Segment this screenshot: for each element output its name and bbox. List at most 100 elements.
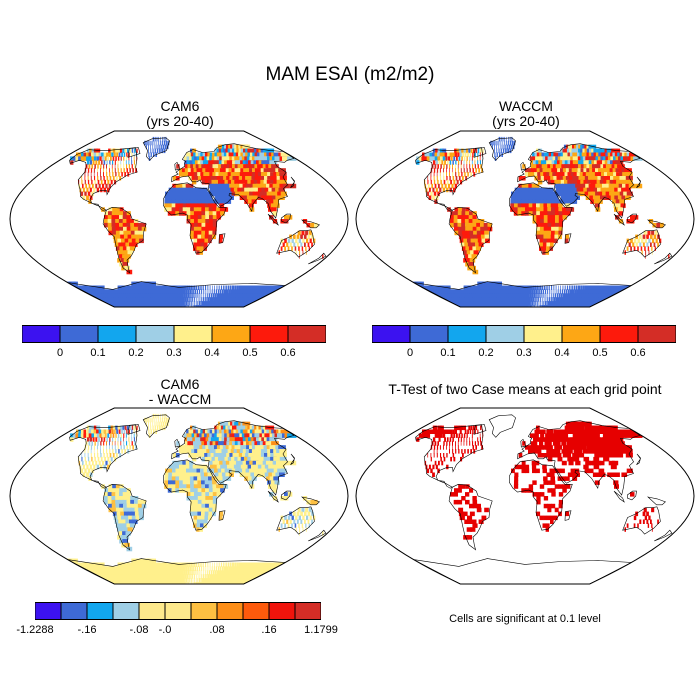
grid-cell [156, 417, 158, 423]
grid-cell [194, 176, 200, 181]
grid-cell [453, 219, 458, 224]
grid-cell [543, 297, 545, 302]
grid-cell [513, 297, 517, 302]
grid-cell [184, 297, 187, 302]
grid-cell [518, 176, 523, 181]
grid-cell [212, 503, 217, 509]
grid-cell [201, 289, 203, 294]
grid-cell [169, 574, 173, 579]
grid-cell [597, 176, 604, 181]
grid-cell [112, 160, 114, 165]
grid-cell [452, 453, 455, 458]
grid-cell [189, 191, 194, 197]
grid-cell [458, 148, 462, 154]
grid-cell [112, 507, 118, 513]
grid-cell [525, 187, 530, 193]
grid-cell [573, 293, 577, 298]
grid-cell [447, 152, 450, 157]
grid-cell [134, 507, 140, 513]
grid-cell [163, 425, 166, 431]
grid-cell [135, 168, 137, 173]
grid-cell [224, 456, 230, 462]
grid-cell [199, 305, 201, 307]
grid-cell [171, 195, 176, 200]
grid-cell [450, 211, 455, 216]
grid-cell [213, 566, 215, 571]
grid-cell [643, 230, 647, 236]
grid-cell [146, 281, 152, 287]
grid-cell [204, 453, 209, 458]
grid-cell [540, 437, 546, 442]
grid-cell [556, 437, 562, 442]
grid-cell [550, 242, 554, 247]
grid-cell [229, 570, 233, 575]
grid-cell [480, 148, 482, 154]
grid-cell [470, 148, 473, 154]
grid-cell [502, 289, 508, 294]
grid-cell [464, 429, 467, 434]
grid-cell [153, 429, 155, 434]
grid-cell [565, 207, 571, 212]
grid-cell [432, 148, 438, 154]
grid-cell [229, 293, 233, 298]
grid-cell [577, 445, 584, 450]
grid-cell [528, 199, 533, 204]
grid-cell [200, 519, 205, 524]
grid-cell [553, 289, 555, 294]
grid-cell [193, 238, 198, 244]
grid-cell [308, 246, 310, 251]
grid-cell [259, 460, 266, 466]
grid-cell [455, 168, 456, 173]
grid-cell [443, 168, 444, 173]
grid-cell [546, 242, 551, 247]
grid-cell [121, 265, 128, 271]
grid-cell [169, 297, 173, 302]
grid-cell [479, 433, 481, 438]
grid-cell [204, 238, 209, 244]
grid-cell [179, 570, 182, 575]
grid-cell [200, 582, 203, 584]
grid-cell [235, 460, 242, 466]
grid-cell [188, 453, 193, 458]
grid-cell [243, 195, 249, 200]
grid-cell [615, 445, 623, 450]
grid-cell [108, 226, 113, 232]
grid-cell [177, 305, 180, 307]
grid-cell [197, 297, 199, 302]
grid-cell [172, 301, 175, 306]
grid-cell [443, 445, 444, 450]
grid-cell [264, 472, 271, 477]
grid-cell [193, 582, 195, 584]
grid-cell [94, 156, 97, 161]
grid-cell [200, 160, 205, 165]
grid-cell [137, 226, 143, 232]
grid-cell [91, 148, 96, 154]
grid-cell [455, 164, 456, 169]
grid-cell [294, 246, 297, 251]
grid-cell [558, 230, 563, 236]
grid-cell [133, 152, 135, 157]
grid-cell [204, 156, 209, 161]
grid-cell [131, 152, 133, 157]
grid-cell [117, 148, 120, 154]
grid-cell [612, 183, 619, 189]
grid-cell [175, 207, 180, 212]
grid-cell [148, 152, 150, 157]
grid-cell [190, 578, 192, 583]
grid-cell [112, 230, 118, 236]
grid-cell [534, 172, 539, 177]
colorbar-label: 0.3 [516, 347, 532, 359]
grid-cell [156, 413, 158, 419]
grid-cell [514, 199, 519, 204]
grid-cell [626, 429, 637, 434]
grid-cell [562, 293, 565, 298]
grid-cell [186, 207, 191, 212]
grid-cell [628, 242, 631, 247]
grid-cell [204, 297, 206, 302]
grid-cell [223, 453, 229, 458]
grid-cell [571, 168, 578, 173]
grid-cell [138, 230, 143, 236]
grid-cell [550, 305, 554, 307]
grid-cell [179, 578, 182, 583]
grid-cell [204, 582, 208, 584]
